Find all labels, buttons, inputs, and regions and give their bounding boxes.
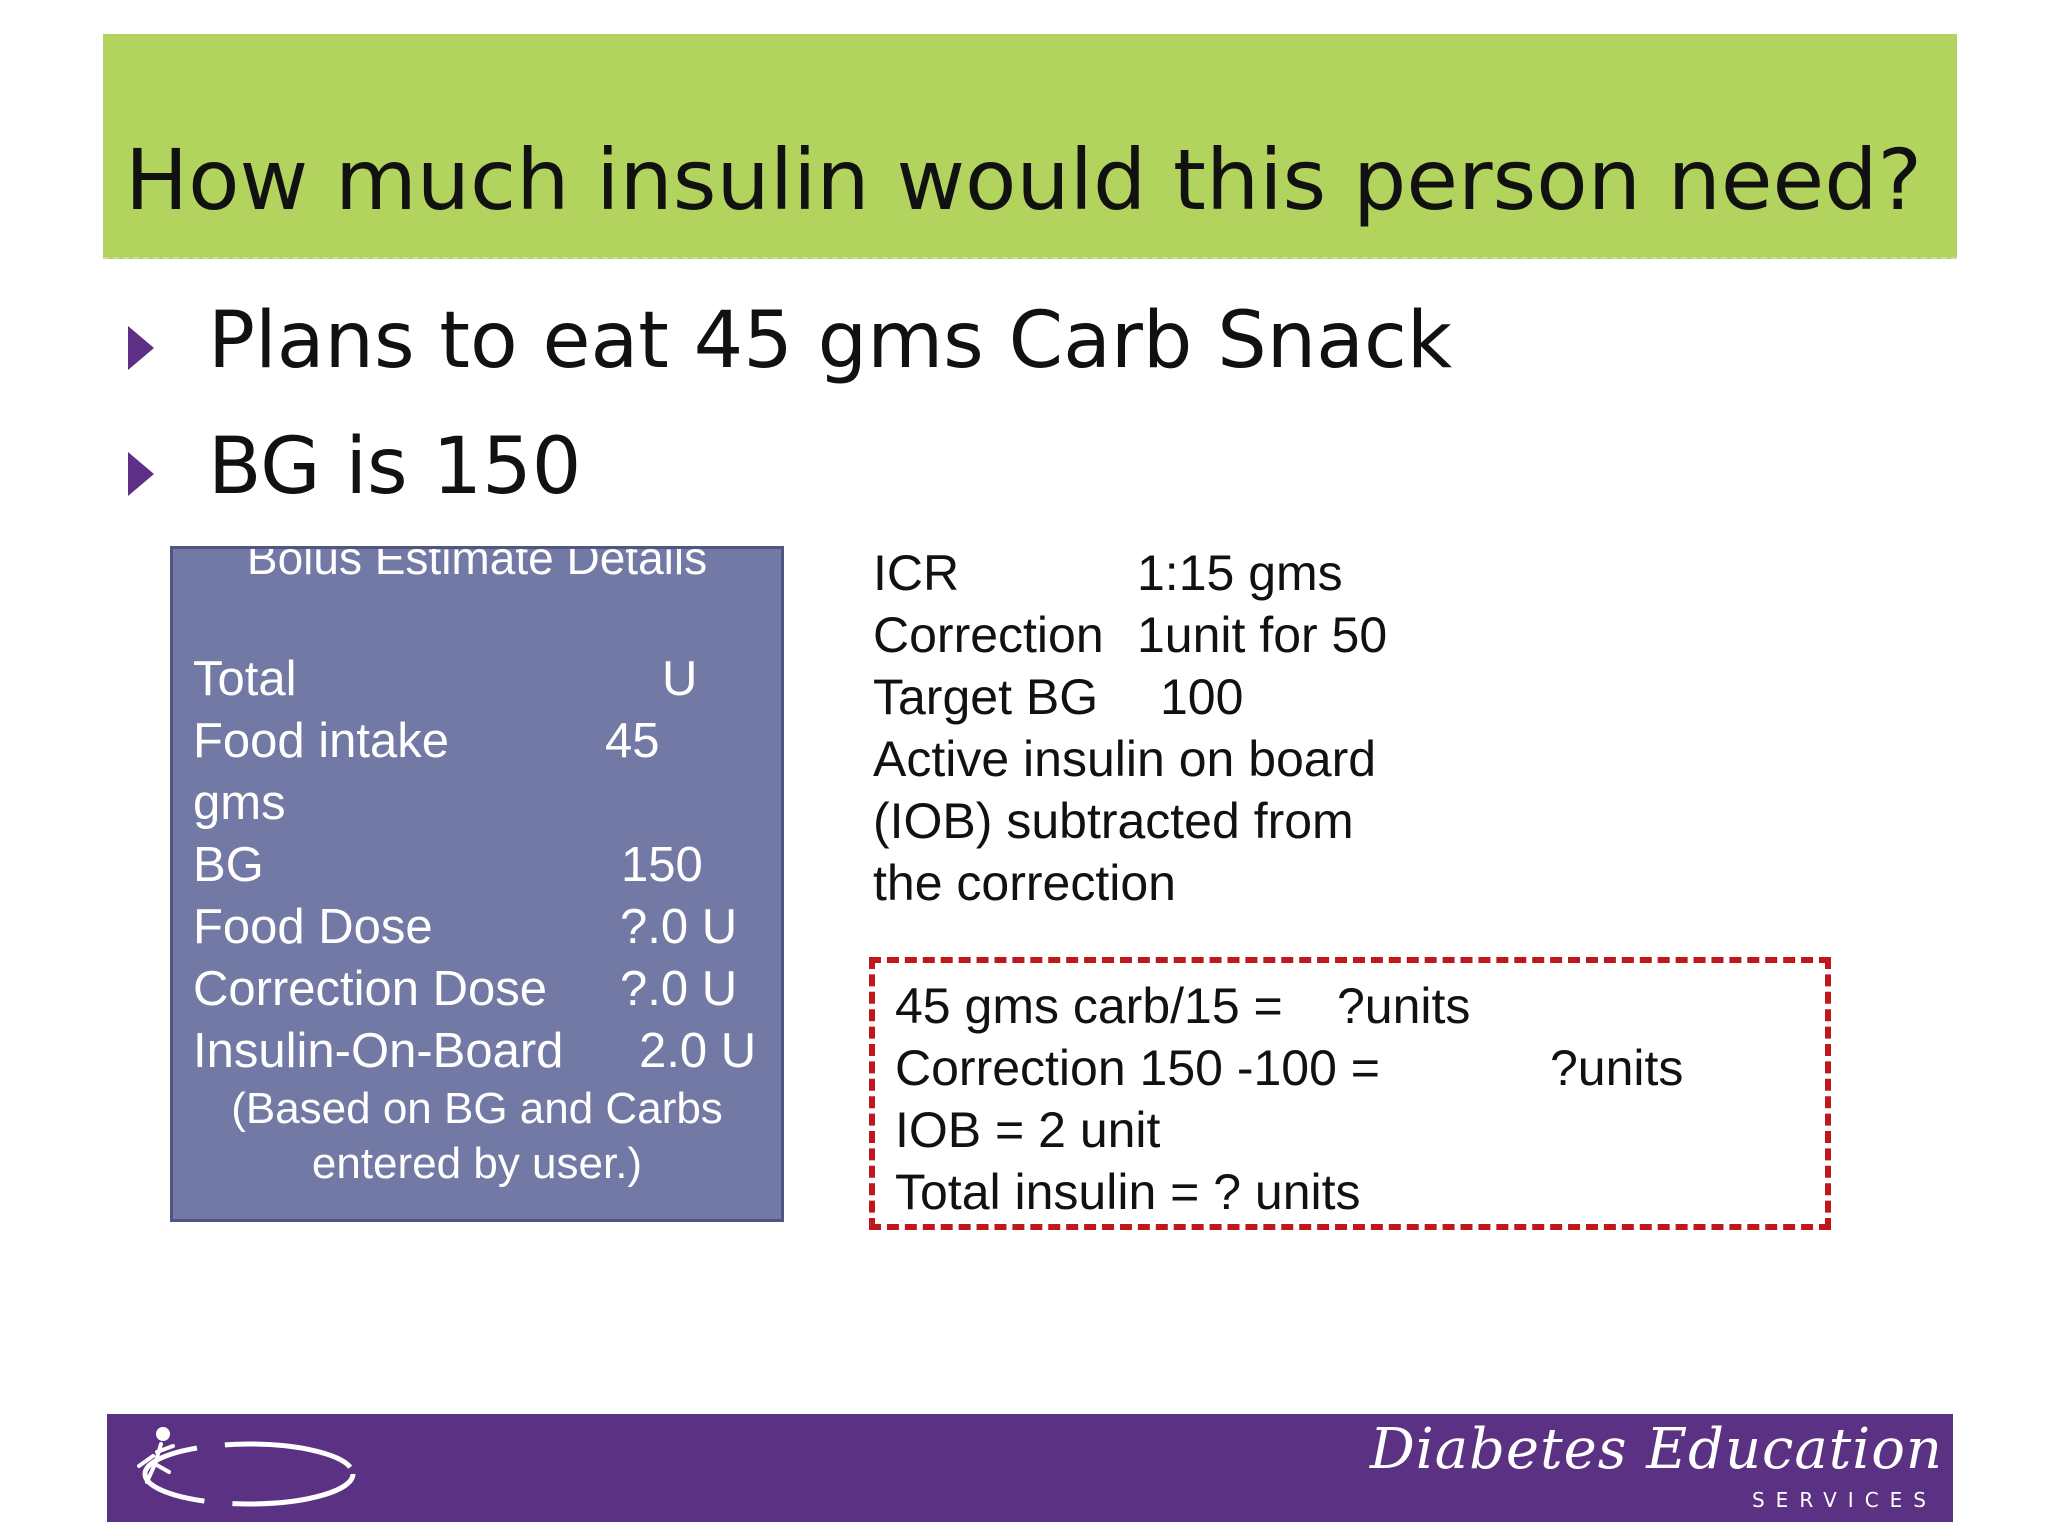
icr-label: ICR xyxy=(873,545,960,601)
iob-line: IOB = 2 unit xyxy=(895,1102,1161,1158)
bolus-food-intake-unit: gms xyxy=(193,776,286,830)
bolus-note-line: entered by user.) xyxy=(311,1139,643,1188)
bolus-panel-title: Bolus Estimate Details xyxy=(246,546,708,584)
carb-calculation: 45 gms carb/15 = xyxy=(895,978,1283,1034)
brand-subtitle: SERVICES xyxy=(1751,1488,1937,1512)
correction-label: Correction xyxy=(873,607,1104,663)
bullet-arrow-icon xyxy=(128,452,154,496)
bolus-correction-dose-value: ?.0 U xyxy=(620,962,738,1016)
bolus-food-intake-label: Food intake xyxy=(193,714,450,768)
bolus-iob-value: 2.0 U xyxy=(639,1024,757,1078)
slide-title: How much insulin would this person need? xyxy=(125,131,1923,229)
total-insulin-line: Total insulin = ? units xyxy=(895,1164,1361,1220)
bolus-bg-label: BG xyxy=(193,838,264,892)
logo-icon xyxy=(137,1427,356,1507)
iob-description-line: the correction xyxy=(873,855,1176,911)
carb-result: ?units xyxy=(1337,978,1471,1034)
correction-value: 1unit for 50 xyxy=(1137,607,1388,663)
iob-description-line: Active insulin on board xyxy=(873,731,1377,787)
bolus-food-dose-label: Food Dose xyxy=(193,900,433,954)
bolus-iob-label: Insulin-On-Board xyxy=(193,1024,564,1078)
bullet-text: BG is 150 xyxy=(208,422,582,512)
bolus-food-intake-value: 45 xyxy=(605,714,660,768)
correction-result: ?units xyxy=(1550,1040,1684,1096)
footer-bar: Diabetes Education SERVICES xyxy=(107,1414,1953,1522)
answer-box: 45 gms carb/15 = ?units Correction 150 -… xyxy=(869,957,1831,1230)
bolus-correction-dose-label: Correction Dose xyxy=(193,962,548,1016)
brand-name: Diabetes Education xyxy=(1369,1417,1943,1482)
title-bar: How much insulin would this person need? xyxy=(103,34,1957,259)
bolus-total-value: U xyxy=(662,652,698,706)
bolus-total-label: Total xyxy=(193,652,297,706)
iob-description-line: (IOB) subtracted from xyxy=(873,793,1354,849)
bolus-food-dose-value: ?.0 U xyxy=(620,900,738,954)
target-bg-label: Target BG xyxy=(873,669,1099,725)
correction-calculation: Correction 150 -100 = xyxy=(895,1040,1381,1096)
bullet-arrow-icon xyxy=(128,326,154,370)
icr-value: 1:15 gms xyxy=(1137,545,1343,601)
bolus-bg-value: 150 xyxy=(621,838,703,892)
target-bg-value: 100 xyxy=(1160,669,1244,725)
bullet-text: Plans to eat 45 gms Carb Snack xyxy=(208,296,1453,386)
bolus-note-line: (Based on BG and Carbs xyxy=(231,1084,723,1133)
bolus-estimate-panel: Bolus Estimate Details Total U Food inta… xyxy=(170,546,784,1222)
